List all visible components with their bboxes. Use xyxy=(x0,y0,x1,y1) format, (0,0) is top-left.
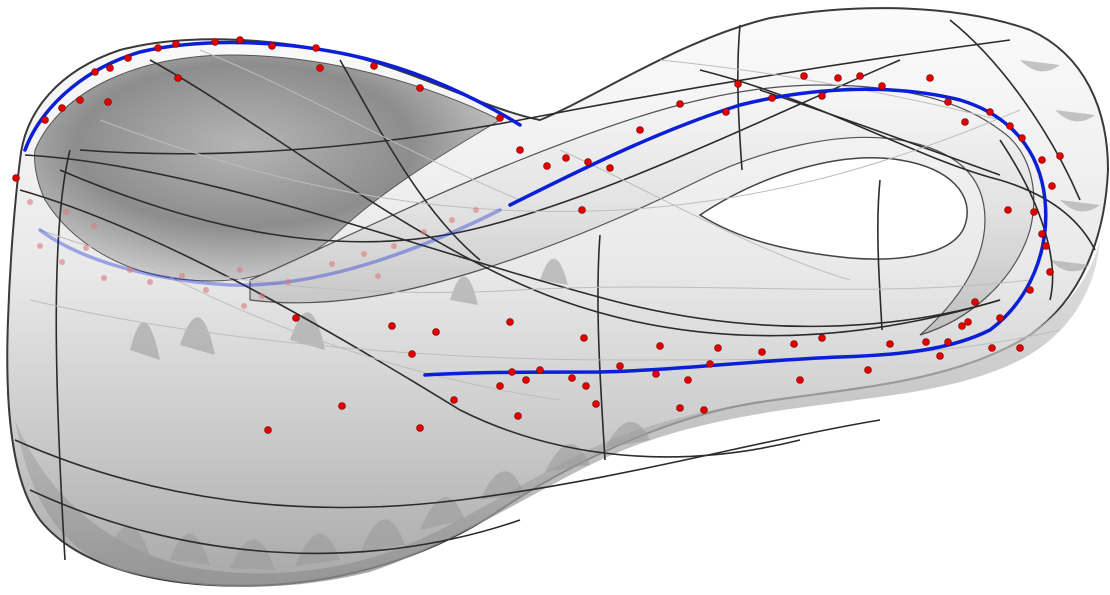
surface-loop-hole xyxy=(698,157,968,260)
surface-scallops xyxy=(110,60,1100,570)
sample-points xyxy=(12,36,1064,434)
surface-bowl-interior xyxy=(34,54,502,282)
surface-mesh-lines xyxy=(14,19,1096,555)
surface-faint-lines xyxy=(29,49,1061,401)
sample-points-hidden xyxy=(27,199,479,309)
surface-inner-tube xyxy=(249,84,1035,336)
surface-lower-rim xyxy=(15,240,1100,587)
blue-path-curve xyxy=(23,40,1048,377)
